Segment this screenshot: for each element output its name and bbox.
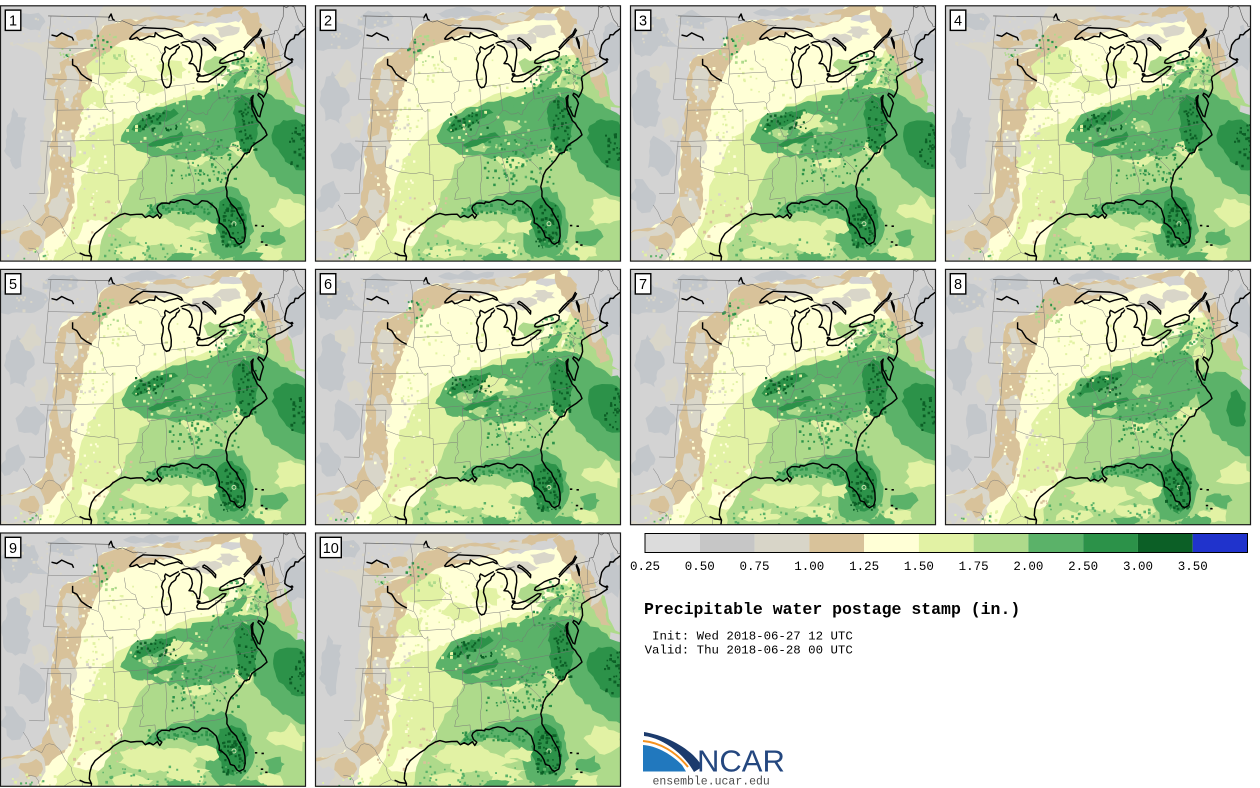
svg-text:10: 10 bbox=[323, 541, 339, 557]
svg-text:0.50: 0.50 bbox=[685, 560, 715, 574]
svg-text:7: 7 bbox=[639, 277, 647, 293]
svg-text:Valid: Thu 2018-06-28 00 UTC: Valid: Thu 2018-06-28 00 UTC bbox=[645, 644, 853, 658]
svg-text:Precipitable water postage sta: Precipitable water postage stamp (in.) bbox=[644, 600, 1020, 619]
svg-text:3: 3 bbox=[639, 14, 647, 30]
svg-text:1.25: 1.25 bbox=[849, 560, 879, 574]
svg-text:2.00: 2.00 bbox=[1013, 560, 1043, 574]
svg-text:1: 1 bbox=[9, 14, 17, 30]
svg-text:8: 8 bbox=[954, 277, 962, 293]
svg-text:2.50: 2.50 bbox=[1068, 560, 1098, 574]
svg-text:1.75: 1.75 bbox=[959, 560, 989, 574]
svg-text:0.25: 0.25 bbox=[630, 560, 660, 574]
svg-text:1.50: 1.50 bbox=[904, 560, 934, 574]
svg-text:1.00: 1.00 bbox=[794, 560, 824, 574]
svg-text:Init: Wed 2018-06-27 12 UTC: Init: Wed 2018-06-27 12 UTC bbox=[645, 630, 853, 644]
svg-text:ensemble.ucar.edu: ensemble.ucar.edu bbox=[653, 776, 770, 788]
svg-text:3.00: 3.00 bbox=[1123, 560, 1153, 574]
svg-text:3.50: 3.50 bbox=[1178, 560, 1208, 574]
svg-text:6: 6 bbox=[324, 277, 332, 293]
svg-text:4: 4 bbox=[954, 14, 962, 30]
svg-text:2: 2 bbox=[324, 14, 332, 30]
svg-text:5: 5 bbox=[9, 277, 17, 293]
svg-text:0.75: 0.75 bbox=[740, 560, 770, 574]
svg-text:NCAR: NCAR bbox=[697, 744, 785, 779]
svg-text:9: 9 bbox=[9, 541, 17, 557]
